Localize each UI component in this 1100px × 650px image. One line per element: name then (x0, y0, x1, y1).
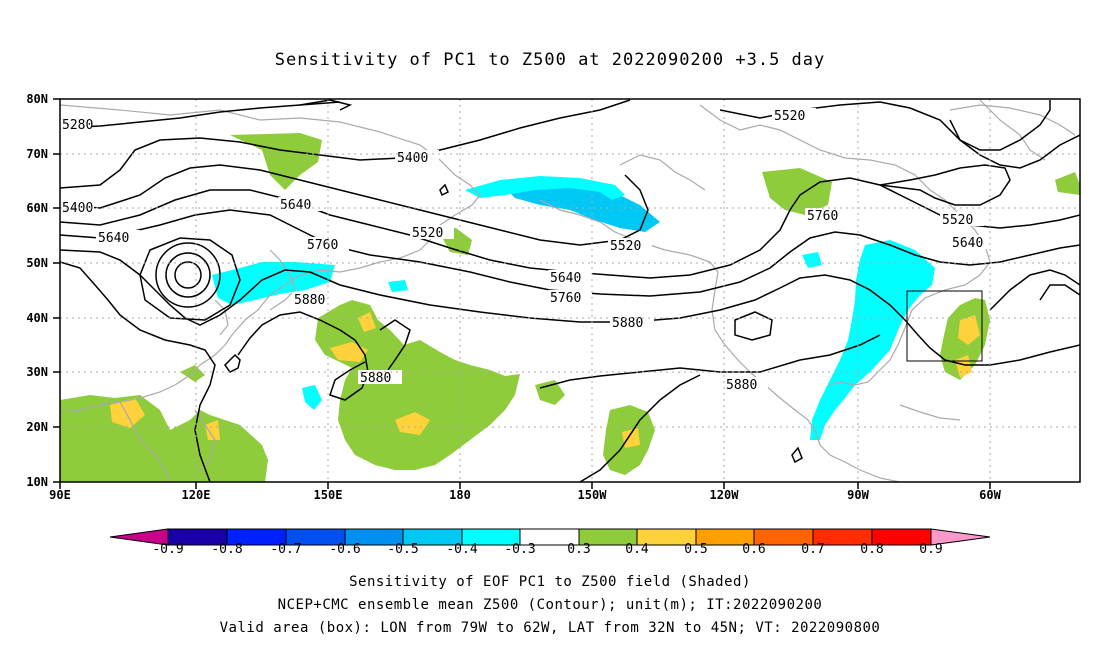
colorbar-label: 0.5 (684, 542, 708, 557)
lon-label: 60W (979, 488, 1001, 502)
colorbar-label: -0.8 (211, 542, 243, 557)
contour-label: 5640 (550, 271, 581, 286)
lon-label: 90E (49, 488, 71, 502)
contour-label: 5640 (952, 236, 983, 251)
lat-label: 30N (26, 365, 48, 379)
lon-label: 180 (449, 488, 471, 502)
shade-yellow-hawaii (622, 428, 640, 448)
contour-label: 5880 (360, 371, 391, 386)
contour-label: 5520 (412, 226, 443, 241)
colorbar-label: -0.6 (329, 542, 361, 557)
shade-green-siberia (230, 133, 322, 190)
contour-label: 5760 (307, 238, 338, 253)
lon-label: 90W (847, 488, 869, 502)
lat-label: 60N (26, 201, 48, 215)
contour-label: 5520 (942, 213, 973, 228)
contour-label: 5520 (774, 109, 805, 124)
lon-label: 120W (709, 488, 739, 502)
colorbar-label: 0.4 (625, 542, 649, 557)
colorbar (109, 528, 991, 546)
shade-yellow-sea (110, 398, 145, 428)
colorbar-label: -0.7 (270, 542, 302, 557)
valid-area-box (906, 290, 983, 362)
contour-label: 5880 (612, 316, 643, 331)
colorbar-label: 0.7 (801, 542, 825, 557)
colorbar-label: -0.9 (152, 542, 184, 557)
colorbar-label: -0.4 (446, 542, 478, 557)
shade-green-small3 (60, 455, 78, 475)
lon-label: 150W (577, 488, 607, 502)
shade-cyan-pacific2 (388, 280, 408, 292)
colorbar-label: -0.3 (504, 542, 536, 557)
caption-contour: NCEP+CMC ensemble mean Z500 (Contour); u… (277, 597, 823, 613)
shade-cyan-na2 (802, 252, 822, 268)
axis-ticks (53, 98, 991, 489)
contour-label: 5400 (397, 151, 428, 166)
sensitivity-shading (60, 133, 1080, 482)
shade-cyan-pacific1 (302, 385, 322, 410)
shade-green-small1 (535, 380, 565, 405)
lat-label: 20N (26, 420, 48, 434)
contour-label: 5880 (294, 293, 325, 308)
contour-label: 5640 (98, 231, 129, 246)
shade-cyan-asia (212, 262, 335, 305)
shade-cyan-arctic (465, 176, 625, 200)
contour-label: 5640 (280, 198, 311, 213)
shade-green-pacific (315, 300, 520, 470)
shade-green-canada (762, 168, 832, 215)
contour-label: 5880 (726, 378, 757, 393)
caption-valid-area: Valid area (box): LON from 79W to 62W, L… (219, 620, 881, 636)
lat-label: 50N (26, 256, 48, 270)
lon-label: 120E (181, 488, 211, 502)
colorbar-label: 0.8 (860, 542, 884, 557)
shade-yellow-pacific2 (358, 312, 376, 332)
shade-green-ne-canada (1055, 172, 1080, 195)
colorbar-label: 0.3 (567, 542, 591, 557)
lat-label: 80N (26, 92, 48, 106)
colorbar-label: 0.9 (919, 542, 943, 557)
shade-blue-arctic (505, 180, 660, 232)
contour-label-group: 5280 5400 5400 5520 5520 5520 5520 5640 … (62, 109, 984, 393)
shade-yellow-pacific1 (330, 342, 368, 362)
contour-label: 5760 (550, 291, 581, 306)
contour-label: 5520 (610, 239, 641, 254)
shade-yellow-atlantic1 (958, 315, 980, 345)
shade-yellow-pacific3 (395, 412, 430, 435)
lat-label: 10N (26, 475, 48, 489)
contour-label: 5760 (807, 209, 838, 224)
lat-label: 40N (26, 311, 48, 325)
colorbar-label: -0.5 (387, 542, 419, 557)
contour-label: 5280 (62, 118, 93, 133)
caption-shading: Sensitivity of EOF PC1 to Z500 field (Sh… (349, 574, 751, 590)
contour-label: 5400 (62, 201, 93, 216)
map-title: Sensitivity of PC1 to Z500 at 2022090200… (274, 50, 826, 70)
colorbar-label: 0.6 (742, 542, 766, 557)
lon-label: 150E (313, 488, 343, 502)
shade-cyan-na-outer (810, 240, 935, 440)
map-frame (59, 98, 1081, 483)
graticule (60, 99, 1080, 482)
colorbar-right-extend (930, 528, 991, 546)
lat-label: 70N (26, 147, 48, 161)
shade-yellow-sea2 (205, 420, 220, 440)
z500-contours (60, 99, 1080, 482)
shade-green-small2 (180, 365, 205, 382)
